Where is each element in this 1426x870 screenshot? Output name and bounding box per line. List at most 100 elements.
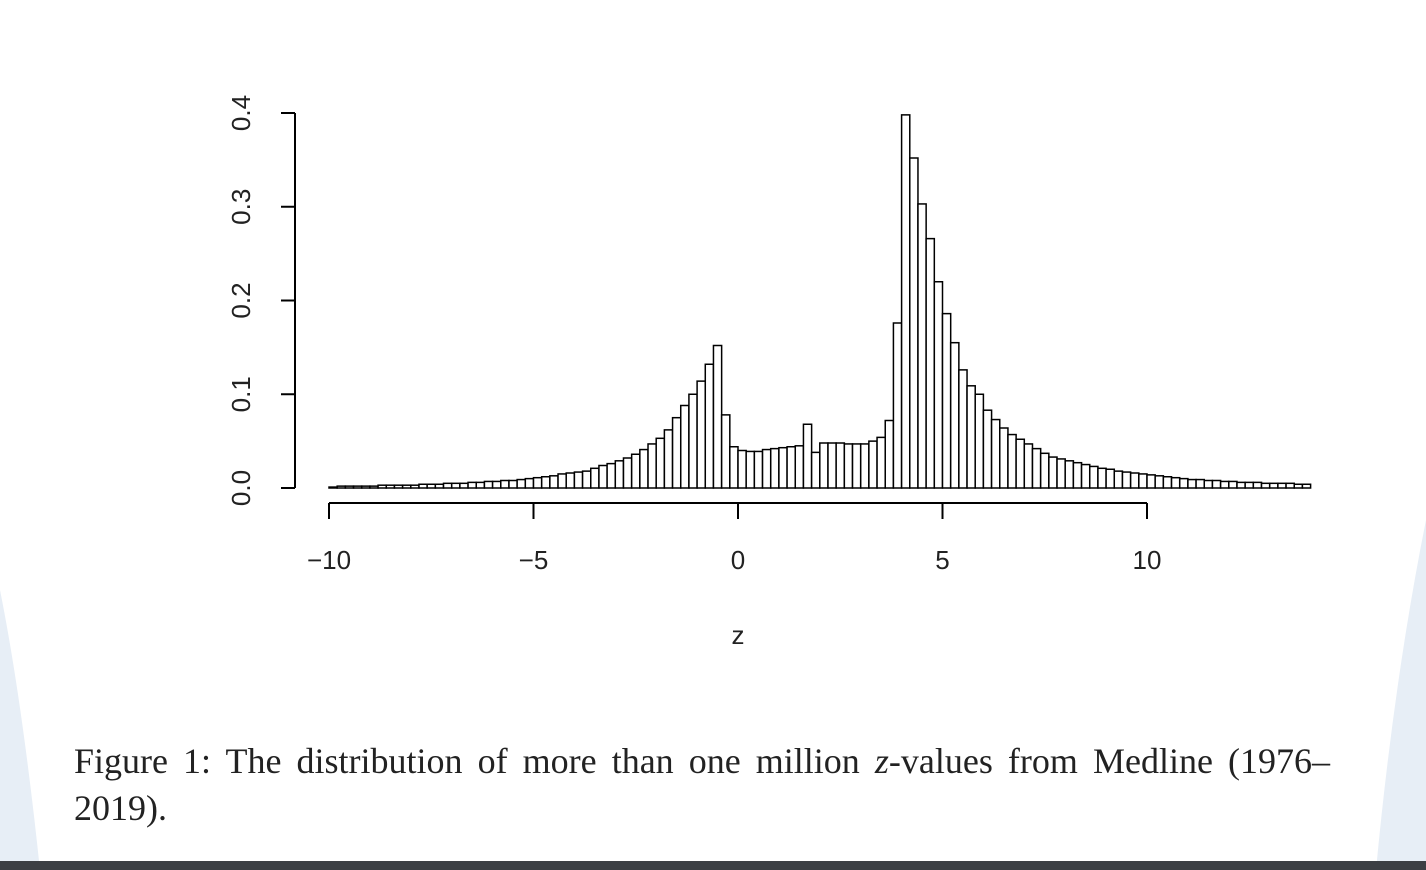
histogram-bar [1203, 479, 1214, 489]
histogram-bar [843, 443, 854, 489]
histogram-bar [704, 363, 715, 489]
histogram-bar [647, 443, 657, 489]
histogram-bar [1293, 483, 1304, 489]
histogram-bar [516, 478, 527, 489]
histogram-bar [1162, 476, 1173, 489]
y-tick-label: 0.2 [226, 282, 256, 318]
histogram-bar [491, 480, 502, 489]
histogram-bar [753, 450, 764, 489]
y-tick-label: 0.3 [226, 189, 256, 225]
histogram-bar [941, 312, 952, 489]
histogram-bar [459, 482, 469, 489]
histogram-bar [769, 447, 780, 489]
histogram-bar [892, 322, 903, 489]
x-axis-label: z [732, 620, 745, 650]
histogram-bar [712, 344, 723, 489]
histogram-bar [1178, 477, 1189, 489]
x-axis: −10 −5 0 5 10 [307, 502, 1162, 575]
histogram-bar [868, 440, 878, 489]
histogram-bar [1129, 472, 1140, 489]
histogram-bar [442, 482, 453, 489]
histogram-bar [876, 436, 886, 489]
histogram-bar [909, 157, 919, 489]
histogram-bar [1260, 482, 1271, 489]
histogram-bar [819, 442, 829, 489]
x-tick-label: 0 [731, 545, 745, 575]
histogram-bar [622, 457, 633, 489]
histogram-bar [663, 429, 674, 489]
histogram-bar [483, 480, 494, 489]
histogram-bar [557, 473, 567, 489]
histogram-bar [532, 476, 543, 489]
caption-variable: z [874, 741, 889, 781]
histogram-bar [688, 393, 698, 489]
histogram-bar [1154, 475, 1165, 489]
histogram-bar [549, 475, 559, 489]
histogram-bar [794, 445, 805, 489]
histogram-bar [827, 442, 837, 489]
histogram-bar [606, 462, 617, 489]
histogram-bar [966, 385, 976, 489]
histogram-bar [1039, 452, 1050, 489]
histogram-bar [639, 448, 649, 489]
histogram-bar [1219, 480, 1230, 489]
histogram-bar [1236, 481, 1246, 489]
histogram-bar [467, 481, 477, 489]
histogram-bar [1015, 438, 1026, 489]
histogram-bar [1113, 470, 1124, 489]
histogram-bar [1277, 482, 1287, 489]
histogram-bar [925, 237, 936, 489]
figure-caption: Figure 1: The distribution of more than … [74, 738, 1330, 832]
histogram-bar [990, 418, 1001, 489]
histogram-bar [524, 477, 535, 489]
histogram-bar [655, 437, 666, 489]
x-tick-label: 10 [1133, 545, 1162, 575]
histogram-bar [1285, 482, 1295, 489]
y-tick-label: 0.4 [226, 95, 256, 131]
histogram-bar [450, 482, 461, 489]
histogram-bar [1268, 482, 1279, 489]
histogram-bar [1097, 467, 1107, 489]
y-tick-label: 0.1 [226, 376, 256, 412]
histogram-bar [778, 446, 788, 489]
histogram-bar [786, 446, 797, 489]
histogram-bar [565, 472, 576, 489]
histogram-bar [1138, 473, 1148, 489]
histogram-bar [851, 443, 862, 489]
histogram-bar [475, 481, 486, 489]
histogram-bar [598, 464, 608, 489]
histogram-bar [500, 479, 510, 489]
histogram-bar [884, 419, 895, 489]
histogram-bar [377, 484, 388, 489]
histogram-bar [614, 460, 625, 489]
histogram-bar [1187, 478, 1197, 489]
histogram-bar [369, 485, 379, 489]
histogram-bar [590, 467, 600, 489]
histogram-bar [835, 442, 846, 489]
histogram-bar [958, 369, 968, 489]
histogram-bar [1105, 468, 1116, 489]
histogram-bar [1121, 471, 1132, 489]
histogram-bar [1211, 479, 1222, 489]
histogram-bar [696, 380, 707, 489]
histogram-bar [1023, 443, 1034, 489]
y-tick-label: 0.0 [226, 470, 256, 506]
histogram-bar [1195, 478, 1206, 489]
histogram-bar [336, 485, 347, 489]
histogram-bar [671, 416, 682, 489]
histogram-bar [949, 341, 960, 489]
histogram-bar [401, 484, 412, 489]
viewer-background-left [0, 0, 40, 870]
histogram-bar [802, 423, 813, 489]
histogram-bar [344, 485, 355, 489]
histogram-bar [418, 483, 428, 489]
viewer-background-right [1376, 0, 1426, 870]
histogram-bar [630, 453, 641, 489]
histogram-bar [1252, 481, 1263, 489]
x-tick-label: −5 [519, 545, 549, 575]
histogram-bar [900, 114, 911, 489]
histogram-bar [434, 483, 445, 489]
histogram-bar [1146, 474, 1156, 489]
histogram-bar [1048, 456, 1058, 489]
